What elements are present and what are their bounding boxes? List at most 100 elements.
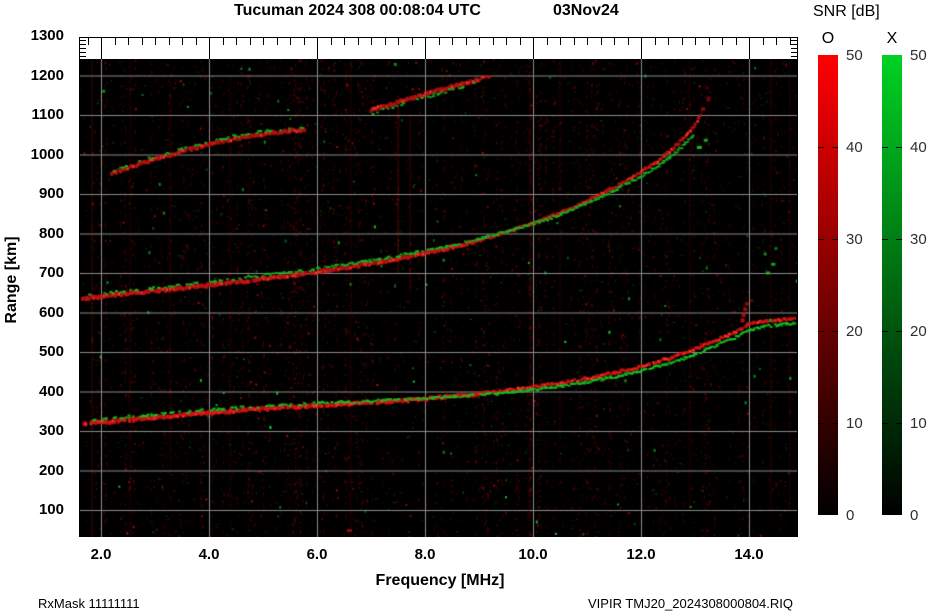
colorbar-tick-dash xyxy=(818,147,824,148)
x-minor-tick xyxy=(371,38,372,45)
x-tick-label: 8.0 xyxy=(414,546,436,563)
y-axis-label: Range [km] xyxy=(3,236,20,324)
colorbar-x-tick-label: 30 xyxy=(910,231,927,248)
x-minor-tick xyxy=(141,38,143,45)
y-tick-label: 1300 xyxy=(30,27,64,44)
x-minor-tick xyxy=(195,38,197,45)
colorbar-tick-dash xyxy=(882,147,888,148)
x-minor-tick xyxy=(776,38,777,45)
ionogram-canvas xyxy=(80,59,797,537)
page-title: Tucuman 2024 308 00:08:04 UTC xyxy=(234,2,481,19)
title-date: 03Nov24 xyxy=(553,2,619,19)
colorbar-tick-dash xyxy=(882,239,888,240)
x-minor-tick xyxy=(249,38,251,45)
colorbar-o-tick-label: 10 xyxy=(846,415,863,432)
x-minor-tick xyxy=(479,38,480,45)
x-minor-tick xyxy=(587,38,588,45)
y-minor-tick-left xyxy=(80,51,86,53)
x-minor-tick xyxy=(114,38,116,45)
x-minor-tick xyxy=(465,38,467,45)
colorbar-tick-dash xyxy=(896,147,902,148)
x-minor-tick xyxy=(654,38,656,45)
colorbar-x-tick-label: 40 xyxy=(910,139,927,156)
x-minor-tick xyxy=(681,38,683,45)
x-tick-label: 4.0 xyxy=(198,546,220,563)
x-major-tick xyxy=(209,38,210,59)
x-minor-tick xyxy=(155,38,156,45)
x-major-tick xyxy=(533,38,534,59)
x-minor-tick xyxy=(303,38,305,45)
colorbar-tick-dash xyxy=(882,331,888,332)
x-minor-tick xyxy=(722,38,723,45)
colorbar-o-tick-label: 20 xyxy=(846,323,863,340)
colorbar-tick-dash xyxy=(896,331,902,332)
x-minor-tick xyxy=(546,38,548,45)
colorbar-x-label: X xyxy=(886,30,898,47)
x-minor-tick xyxy=(357,38,359,45)
source-file-name: VIPIR TMJ20_2024308000804.RIQ xyxy=(588,596,794,611)
y-minor-tick-left xyxy=(80,55,86,57)
x-minor-tick xyxy=(519,38,521,45)
y-minor-tick-right xyxy=(791,43,797,45)
x-axis-label: Frequency [MHz] xyxy=(375,572,505,589)
x-minor-tick xyxy=(627,38,629,45)
x-major-tick xyxy=(749,38,750,59)
x-major-tick xyxy=(425,38,426,59)
x-minor-tick xyxy=(668,38,669,45)
y-minor-tick-right xyxy=(791,55,797,57)
x-minor-tick xyxy=(506,38,507,45)
y-tick-label: 700 xyxy=(38,264,64,281)
colorbar-tick-dash xyxy=(896,239,902,240)
x-minor-tick xyxy=(695,38,696,45)
colorbar-tick-dash xyxy=(832,147,838,148)
x-minor-tick xyxy=(438,38,440,45)
x-tick-label: 12.0 xyxy=(626,546,656,563)
x-major-tick xyxy=(317,38,318,59)
x-minor-tick xyxy=(276,38,278,45)
colorbar-x-tick-label: 20 xyxy=(910,323,927,340)
y-minor-tick-right xyxy=(791,47,797,49)
y-minor-tick-left xyxy=(80,47,86,49)
x-minor-tick xyxy=(573,38,575,45)
colorbar-o-tick-label: 0 xyxy=(846,507,855,524)
x-minor-tick xyxy=(614,38,615,45)
x-minor-tick xyxy=(492,38,494,45)
x-major-tick xyxy=(101,38,102,59)
x-minor-tick xyxy=(452,38,453,45)
colorbar-x-tick-label: 50 xyxy=(910,47,927,64)
colorbar-tick-dash xyxy=(818,331,824,332)
x-minor-tick xyxy=(762,38,764,45)
x-minor-tick xyxy=(236,38,237,45)
y-tick-label: 200 xyxy=(38,461,64,479)
colorbar-o-tick-label: 30 xyxy=(846,231,863,248)
colorbar-tick-dash xyxy=(882,423,888,424)
y-tick-label: 1100 xyxy=(31,106,64,123)
y-minor-tick-right xyxy=(791,51,797,53)
x-minor-tick xyxy=(168,38,170,45)
x-major-tick xyxy=(641,38,642,59)
x-minor-tick xyxy=(560,38,561,45)
colorbar-o-tick-label: 50 xyxy=(846,47,863,64)
x-minor-tick xyxy=(398,38,399,45)
x-minor-tick xyxy=(384,38,386,45)
x-minor-tick xyxy=(290,38,291,45)
colorbar-o-label: O xyxy=(821,30,835,47)
y-tick-label: 400 xyxy=(38,382,64,400)
y-minor-tick-left xyxy=(80,43,86,45)
colorbar-tick-dash xyxy=(832,331,838,332)
x-minor-tick xyxy=(263,38,264,45)
x-minor-tick xyxy=(330,38,332,45)
y-tick-label: 1000 xyxy=(30,145,64,163)
x-minor-tick xyxy=(344,38,345,45)
colorbar-o-tick-label: 40 xyxy=(846,139,863,156)
y-tick-label: 600 xyxy=(38,303,64,321)
colorbar-tick-dash xyxy=(832,239,838,240)
colorbar-tick-dash xyxy=(832,423,838,424)
x-minor-tick xyxy=(87,38,89,45)
y-minor-tick-right xyxy=(791,39,797,41)
y-tick-label: 1200 xyxy=(30,66,64,84)
y-tick-label: 100 xyxy=(38,501,64,518)
rxmask-status: RxMask 11111111 xyxy=(38,596,140,611)
colorbar-title: SNR [dB] xyxy=(813,3,880,20)
